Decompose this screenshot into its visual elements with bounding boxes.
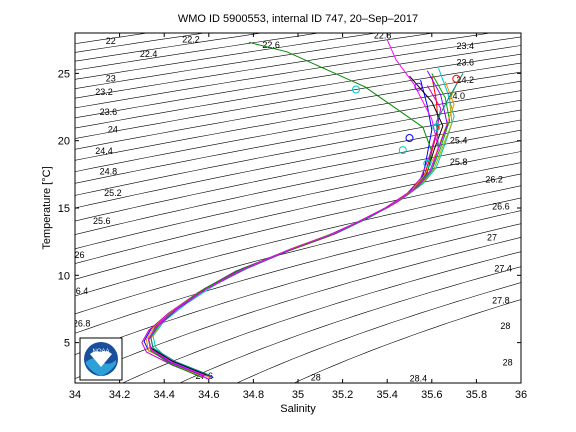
profile-markers xyxy=(352,74,461,168)
density-contour-line xyxy=(236,282,521,383)
x-axis-ticks: 34 34.2 34.4 34.6 34.8 35 35.2 35.4 35.6 35.8 36 xyxy=(69,33,527,401)
density-contour-line xyxy=(179,266,521,383)
x-tick-label: 36 xyxy=(515,389,527,401)
density-contour-label: 23.6 xyxy=(100,107,118,117)
density-contour-line xyxy=(75,45,521,119)
density-contour-label: 22.4 xyxy=(140,49,158,59)
profile-marker xyxy=(352,85,360,94)
profile-marker xyxy=(405,134,414,142)
x-tick-label: 34.2 xyxy=(109,389,130,401)
density-contour-label: 24.4 xyxy=(95,146,113,156)
density-contour-label: 23 xyxy=(106,74,116,84)
x-tick-label: 35.6 xyxy=(421,389,442,401)
density-contour-line xyxy=(75,162,521,264)
density-contour-label: 26.8 xyxy=(73,319,91,329)
x-tick-label: 34.8 xyxy=(243,389,264,401)
profile-line xyxy=(150,78,460,377)
y-tick-label: 25 xyxy=(58,68,70,80)
density-contour-label: 26 xyxy=(74,250,84,260)
noaa-logo: NOAA xyxy=(79,337,123,381)
y-tick-label: 10 xyxy=(58,270,70,282)
x-tick-label: 34.6 xyxy=(198,389,219,401)
density-contour-label: 26.2 xyxy=(485,174,503,184)
density-contour-line xyxy=(293,299,521,383)
density-contour-label: 24.2 xyxy=(457,75,475,85)
density-contour-label: 28 xyxy=(311,372,321,382)
profile-line xyxy=(150,73,464,376)
density-contour-line xyxy=(75,173,521,280)
y-axis-ticks: 5 10 15 20 25 xyxy=(58,68,521,350)
x-tick-label: 35 xyxy=(292,389,304,401)
density-contour-line xyxy=(75,185,521,297)
density-contour-label: 24.8 xyxy=(100,166,118,176)
density-contour-line xyxy=(75,62,521,139)
density-contour-label: 23.6 xyxy=(457,57,475,67)
profile-marker xyxy=(423,159,432,168)
density-contour-label: 25.4 xyxy=(450,135,468,145)
profile-line xyxy=(148,41,433,379)
plot-frame xyxy=(74,32,522,384)
density-contour-line xyxy=(121,251,521,383)
density-contour-label: 23.4 xyxy=(457,41,475,51)
density-contour-label: 27.4 xyxy=(494,263,512,273)
x-tick-label: 35.8 xyxy=(466,389,487,401)
density-contour-label: 25.8 xyxy=(450,157,468,167)
density-contour-label: 27.8 xyxy=(492,296,510,306)
profile-marker xyxy=(398,146,407,155)
density-contour-label: 25.2 xyxy=(104,188,122,198)
density-contour-label: 22.8 xyxy=(374,30,392,40)
profile-marker xyxy=(432,123,441,132)
y-tick-label: 20 xyxy=(58,136,70,148)
density-contour-line xyxy=(75,33,436,89)
x-tick-label: 34.4 xyxy=(153,389,174,401)
profile-line xyxy=(143,79,433,379)
density-contour-label: 24.0 xyxy=(448,91,466,101)
density-contour-label: 28 xyxy=(500,321,510,331)
y-tick-label: 5 xyxy=(64,338,70,350)
density-contour-line xyxy=(75,237,521,380)
density-contour-line xyxy=(75,33,493,99)
x-tick-label: 35.2 xyxy=(332,389,353,401)
density-contour-line xyxy=(75,36,521,109)
density-contour-line xyxy=(75,223,521,355)
profile-line xyxy=(148,39,440,377)
density-contour-label: 23.2 xyxy=(95,87,113,97)
density-contour-line xyxy=(75,33,264,62)
density-contour-line xyxy=(75,140,521,235)
density-contour-label: 26.4 xyxy=(71,286,89,296)
density-contour-label: 25.6 xyxy=(93,216,111,226)
density-contour-label: 22 xyxy=(106,36,116,46)
density-contour-line xyxy=(75,197,521,315)
profile-marker xyxy=(414,82,423,91)
density-contour-line xyxy=(75,33,379,80)
svg-text:NOAA: NOAA xyxy=(92,349,109,355)
density-contour-label: 28 xyxy=(503,358,513,368)
x-tick-label: 34 xyxy=(69,389,81,401)
profile-line xyxy=(148,70,448,377)
density-contour-labels: 22 22.2 22.4 22.6 22.8 23 23.2 23.4 23.6 23.6 24 24… xyxy=(71,30,513,384)
density-contour-line xyxy=(75,129,521,222)
y-axis-title: Temperature [°C] xyxy=(41,166,53,249)
density-contour-label: 22.6 xyxy=(262,40,280,50)
profile-marker xyxy=(452,74,461,83)
density-contour-line xyxy=(75,151,521,250)
profile-line xyxy=(145,81,455,379)
density-contour-label: 28.4 xyxy=(410,374,428,384)
density-contour-line xyxy=(75,80,521,161)
x-tick-label: 35.4 xyxy=(376,389,397,401)
density-contour-label: 27 xyxy=(487,232,497,242)
profile-series xyxy=(141,39,464,380)
chart-title: WMO ID 5900553, internal ID 747, 20–Sep–… xyxy=(178,13,418,25)
density-contour-label: 24 xyxy=(108,125,118,135)
density-contour-label: 26.6 xyxy=(492,201,510,211)
density-contour-line xyxy=(75,53,521,129)
x-axis-title: Salinity xyxy=(280,403,316,415)
density-contour-label: 22.2 xyxy=(182,34,200,44)
profile-line xyxy=(141,85,442,380)
y-tick-label: 15 xyxy=(58,203,70,215)
